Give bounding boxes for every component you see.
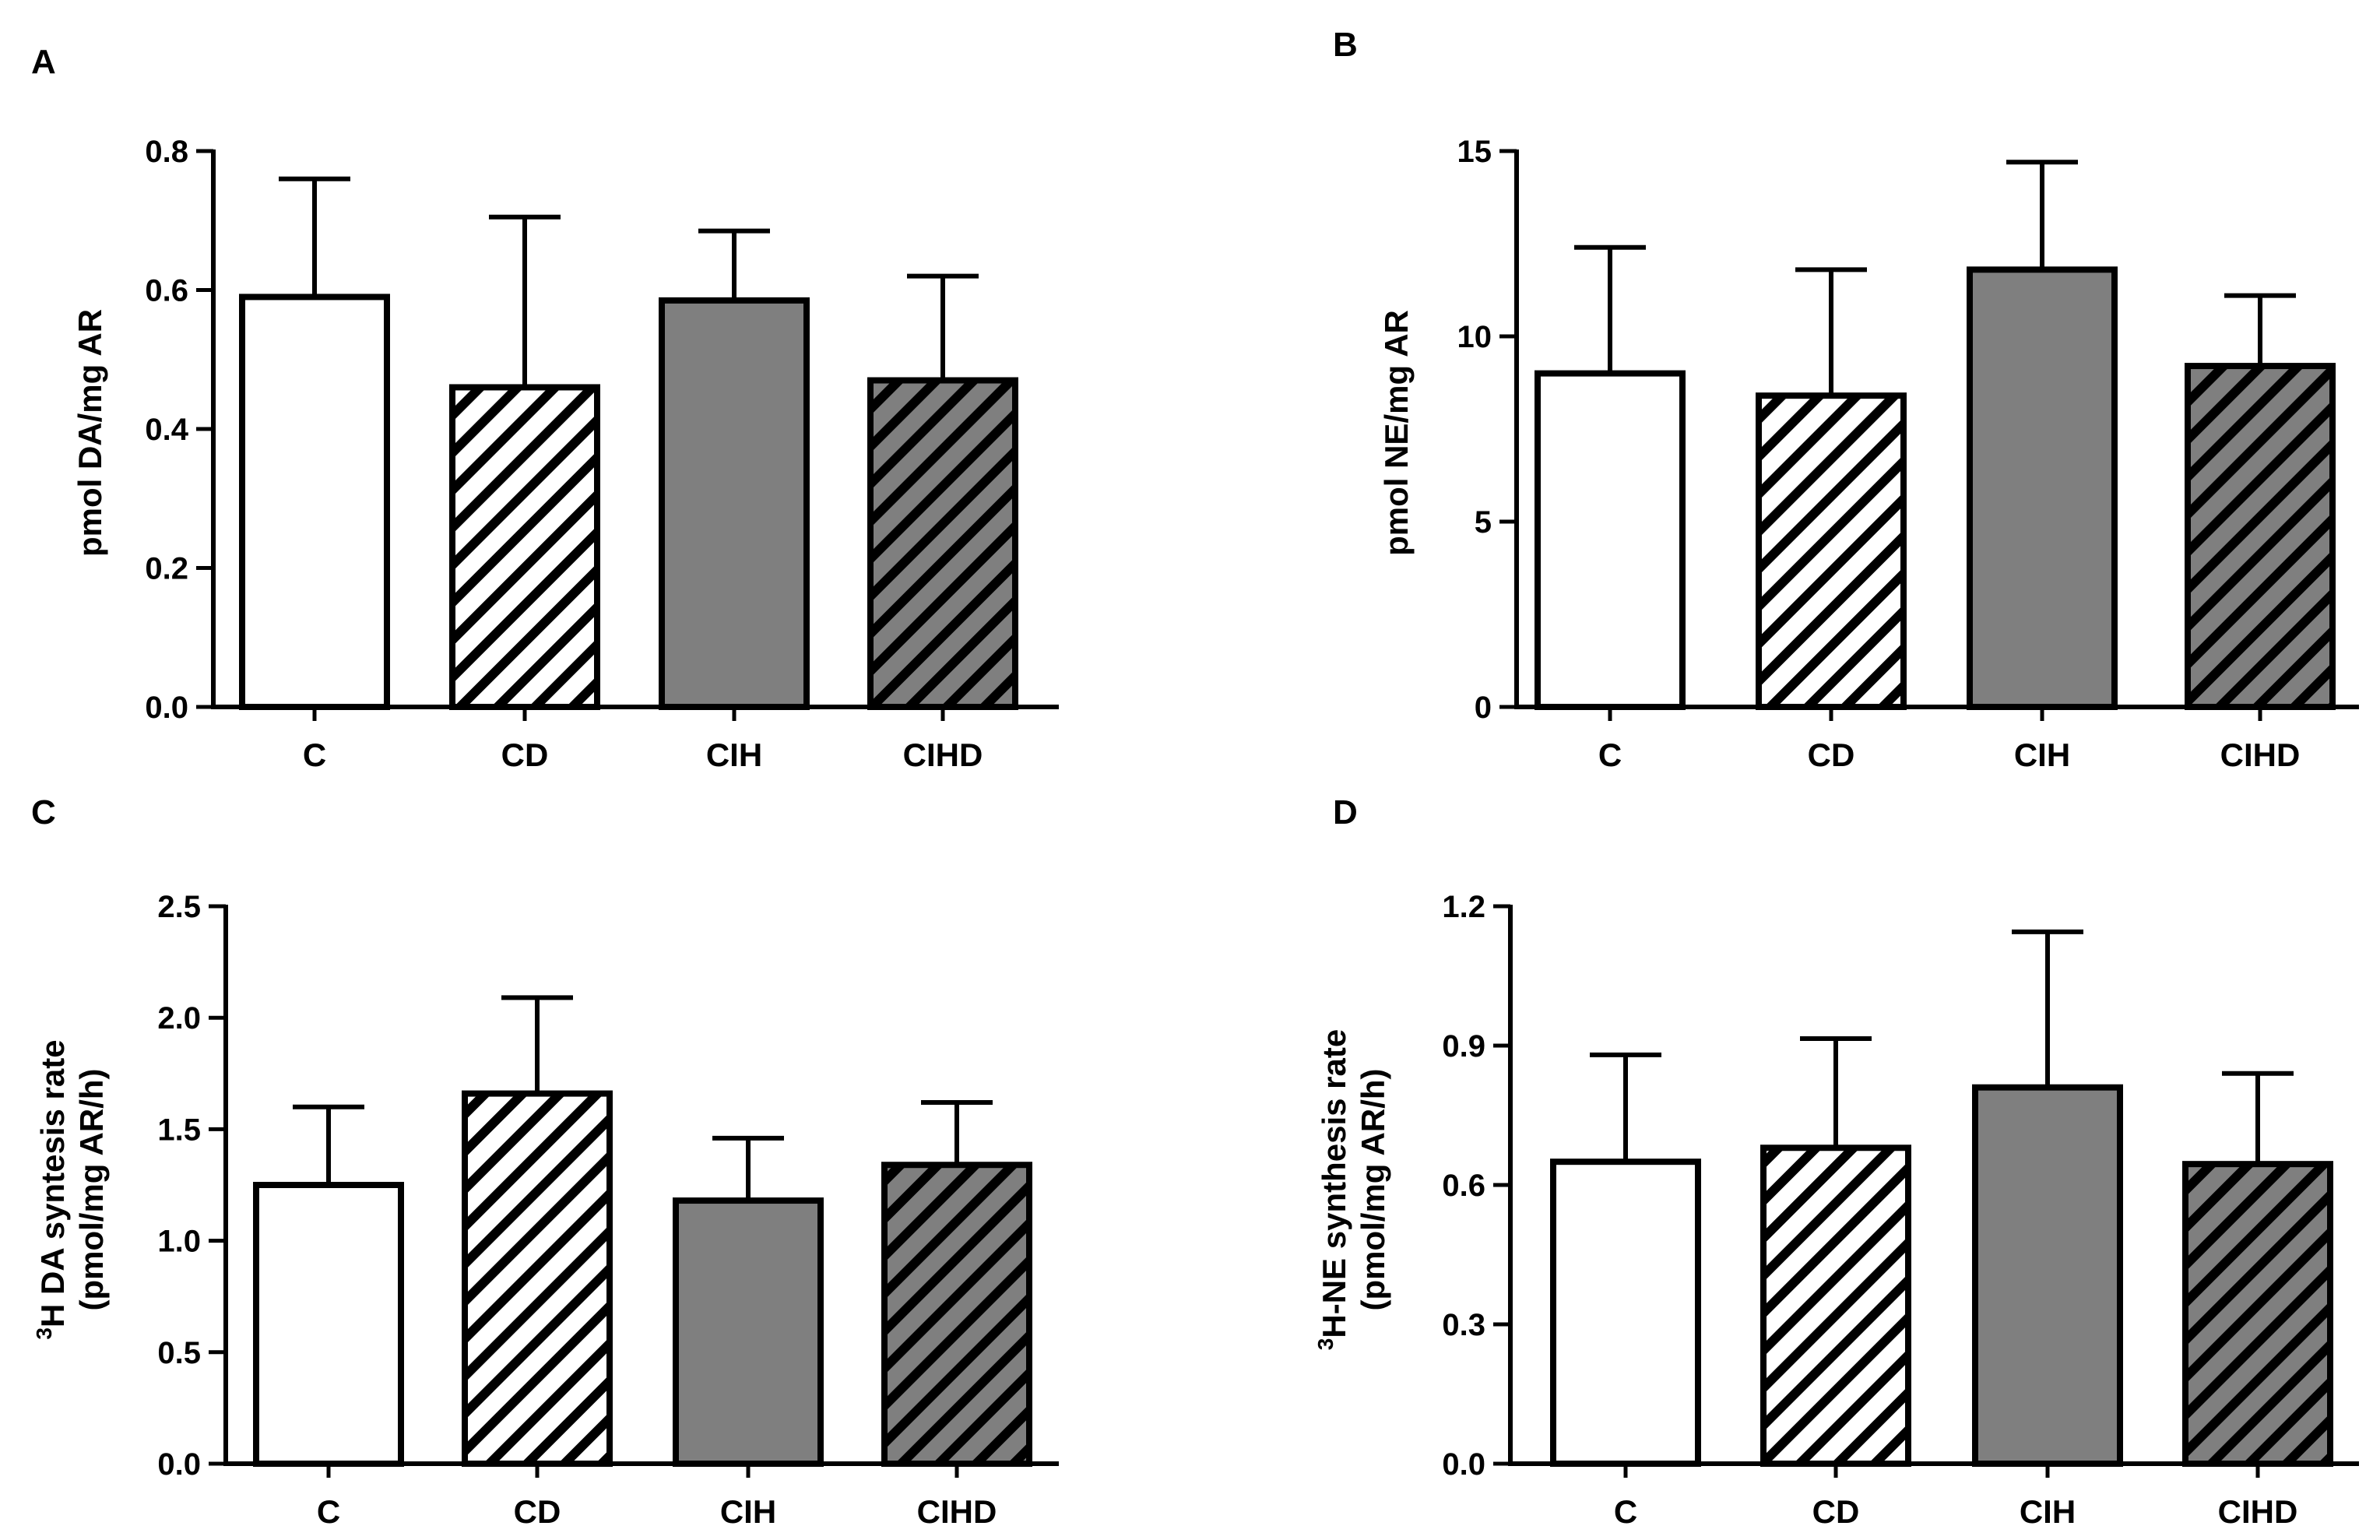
y-tick-label: 0.2 <box>145 552 188 586</box>
plot: C CD CIH CIHD 0.0 0.2 0.4 0.6 0.8 <box>145 135 1059 773</box>
plot: C CD CIH CIHD 0.0 0.3 0.6 0.9 1.2 <box>1442 890 2359 1530</box>
x-tick-label: C <box>303 737 326 773</box>
y-tick-label: 0.6 <box>1442 1169 1485 1203</box>
y-tick-label: 15 <box>1457 135 1492 169</box>
y-tick-label: 5 <box>1475 505 1492 540</box>
y-axis-label: 3H-NE synthesis rate <box>1313 1029 1352 1350</box>
x-tick-label: CIH <box>2014 737 2070 773</box>
y-axis-label: pmol DA/mg AR <box>72 309 108 557</box>
bar-c <box>253 1182 404 1467</box>
x-tick-label: CIH <box>706 737 762 773</box>
y-tick-label: 0 <box>1475 691 1492 725</box>
bar-cih <box>1972 1084 2123 1467</box>
y-axis-label-units: (pmol/mg AR/h) <box>73 1068 110 1310</box>
bar-cd <box>449 384 600 710</box>
x-tick-label: CIHD <box>917 1493 997 1530</box>
panel-letter: A <box>31 43 56 81</box>
y-tick-label: 0.0 <box>145 691 188 725</box>
x-tick-label: C <box>1614 1493 1637 1530</box>
panel-a: A C CD CIH CIHD 0.0 0.2 0.4 0.6 0.8 pmol DA/mg A… <box>31 43 1059 773</box>
bar-c <box>239 294 390 710</box>
x-tick-label: C <box>1598 737 1622 773</box>
x-tick-label: CD <box>514 1493 561 1530</box>
y-tick-label: 2.0 <box>157 1001 201 1035</box>
y-tick-label: 0.0 <box>157 1447 201 1482</box>
x-tick-label: CIHD <box>2218 1493 2298 1530</box>
y-axis-label: pmol NE/mg AR <box>1378 310 1415 556</box>
panel-b: B C CD CIH CIHD 0 5 10 15 pmol NE/mg AR <box>1333 26 2359 773</box>
bar-cih <box>1967 266 2118 710</box>
bar-cihd <box>881 1162 1032 1467</box>
panel-letter: B <box>1333 26 1358 64</box>
panel-letter: C <box>31 793 56 832</box>
y-tick-label: 10 <box>1457 320 1492 354</box>
plot: C CD CIH CIHD 0.0 0.5 1.0 1.5 2.0 2.5 <box>157 890 1059 1530</box>
y-tick-label: 0.9 <box>1442 1029 1485 1064</box>
y-axis-label-main: H DA syntesis rate <box>34 1039 71 1327</box>
y-tick-label: 0.4 <box>145 413 188 447</box>
x-tick-label: CIH <box>2020 1493 2076 1530</box>
bar-c <box>1550 1159 1701 1467</box>
bar-cihd <box>2182 1161 2333 1468</box>
bar-cihd <box>867 377 1018 710</box>
y-tick-label: 1.0 <box>157 1225 201 1259</box>
x-tick-label: CD <box>501 737 549 773</box>
y-axis-label: 3H DA syntesis rate <box>32 1039 71 1339</box>
y-tick-label: 0.6 <box>145 274 188 308</box>
y-axis-label-main: H-NE synthesis rate <box>1316 1029 1352 1338</box>
x-tick-label: CIH <box>720 1493 776 1530</box>
y-tick-label: 1.2 <box>1442 890 1485 924</box>
x-tick-label: CIHD <box>903 737 983 773</box>
x-tick-label: CD <box>1812 1493 1860 1530</box>
bar-cih <box>673 1197 824 1467</box>
bar-cd <box>1756 392 1907 710</box>
x-tick-label: CIHD <box>2220 737 2301 773</box>
bar-cd <box>462 1090 613 1468</box>
panel-c: C C CD CIH CIHD 0.0 0.5 1.0 1.5 2.0 2.5 3H DA syn… <box>31 793 1059 1530</box>
bar-c <box>1535 370 1686 710</box>
y-tick-label: 0.5 <box>157 1336 201 1370</box>
bar-cihd <box>2185 363 2336 710</box>
bar-cih <box>659 297 810 710</box>
plot: C CD CIH CIHD 0 5 10 15 <box>1457 135 2359 773</box>
y-axis-label-units: (pmol/mg AR/h) <box>1355 1068 1391 1310</box>
y-tick-label: 0.8 <box>145 135 188 169</box>
x-tick-label: CD <box>1808 737 1855 773</box>
y-tick-label: 0.0 <box>1442 1447 1485 1482</box>
panel-letter: D <box>1333 793 1358 832</box>
panel-d: D C CD CIH CIHD 0.0 0.3 0.6 0.9 1.2 3H-NE synthe… <box>1313 793 2359 1530</box>
y-axis-label-sup: 3 <box>1313 1338 1338 1351</box>
y-tick-label: 1.5 <box>157 1113 201 1147</box>
x-tick-label: C <box>317 1493 340 1530</box>
y-axis-label-sup: 3 <box>32 1327 56 1340</box>
y-tick-label: 0.3 <box>1442 1308 1485 1342</box>
y-tick-label: 2.5 <box>157 890 201 924</box>
bar-cd <box>1760 1144 1911 1468</box>
